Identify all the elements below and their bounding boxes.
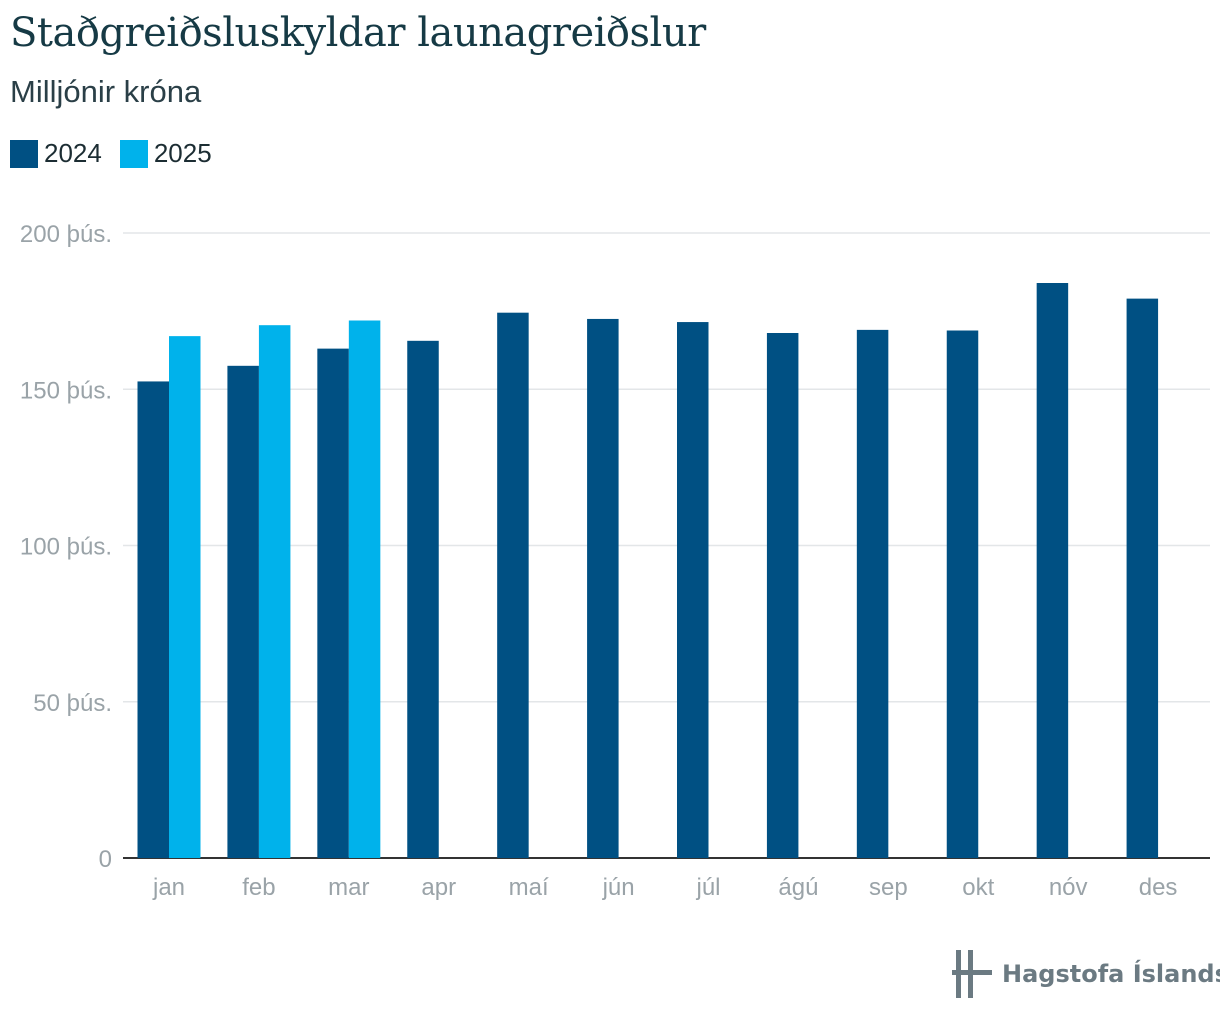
bar-2024-maí (497, 312, 529, 858)
bar-2025-feb (258, 325, 291, 858)
x-tick-label: jún (602, 874, 635, 901)
chart-subtitle: Milljónir króna (10, 74, 202, 109)
bar-2024-jún (587, 318, 619, 858)
legend: 2024 2025 (10, 138, 212, 169)
legend-label-2024: 2024 (44, 138, 102, 168)
x-tick-label: ágú (778, 874, 818, 901)
chart-title: Staðgreiðsluskyldar launagreiðslur (10, 10, 706, 56)
legend-swatch-2024 (10, 139, 38, 168)
x-tick-label: nóv (1049, 874, 1088, 901)
x-tick-label: apr (421, 874, 456, 901)
y-tick-label: 0 (99, 846, 112, 873)
legend-label-2025: 2025 (153, 138, 212, 168)
bar-2024-sep (856, 329, 889, 858)
bar-2024-apr (407, 340, 439, 858)
bar-2024-ágú (766, 333, 799, 858)
x-tick-label: sep (869, 874, 908, 901)
bar-2025-mar (348, 320, 381, 858)
bar-2024-nóv (1036, 283, 1069, 858)
bar-2024-mar (317, 348, 349, 858)
bar-2024-des (1126, 298, 1159, 858)
x-tick-label: júl (695, 874, 720, 901)
legend-item-2024[interactable]: 2024 (10, 138, 102, 169)
bar-2024-júl (677, 322, 709, 858)
x-tick-label: feb (242, 874, 275, 901)
x-tick-label: maí (509, 874, 549, 901)
y-tick-label: 200 þús. (20, 221, 112, 248)
logo-text: Hagstofa Íslands (1002, 960, 1220, 988)
y-tick-label: 150 þús. (20, 377, 112, 404)
bar-2024-okt (946, 330, 979, 858)
x-tick-label: okt (962, 874, 994, 901)
hagstofa-logo-icon (952, 950, 992, 998)
y-tick-label: 100 þús. (20, 534, 112, 561)
y-tick-label: 50 þús. (33, 690, 112, 717)
x-tick-label: jan (152, 874, 185, 901)
bar-2025-jan (169, 336, 201, 858)
bar-2024-feb (227, 365, 259, 858)
x-tick-label: mar (328, 874, 369, 901)
hagstofa-logo: Hagstofa Íslands (952, 950, 1220, 998)
legend-item-2025[interactable]: 2025 (119, 138, 212, 169)
legend-swatch-2025 (119, 139, 148, 168)
x-tick-label: des (1139, 874, 1178, 901)
bar-2024-jan (137, 381, 169, 858)
